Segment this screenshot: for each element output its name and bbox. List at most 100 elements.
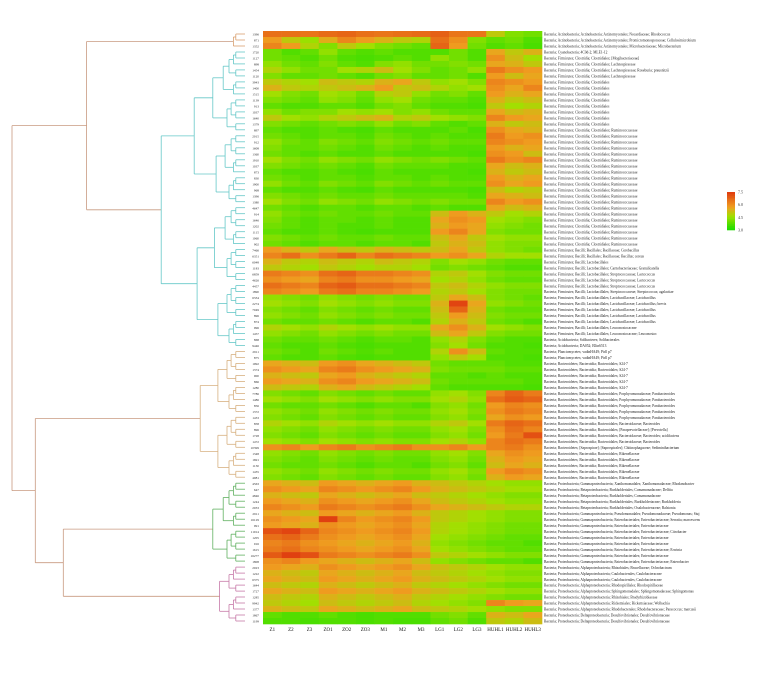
heatmap-cell: [504, 192, 524, 200]
heatmap-cell: [393, 198, 413, 206]
row-id-label: 4626: [252, 278, 259, 282]
heatmap-cell: [374, 174, 394, 182]
row-id-label: 4846: [252, 494, 259, 498]
heatmap-cell: [337, 318, 357, 325]
heatmap-cell: [337, 522, 357, 529]
heatmap-cell: [281, 396, 301, 403]
heatmap-cell: [449, 192, 468, 200]
heatmap-cell: [486, 438, 506, 445]
heatmap-cell: [300, 186, 320, 194]
heatmap-cell: [356, 594, 375, 601]
heatmap-cell: [263, 588, 282, 595]
heatmap-cell: [393, 330, 413, 337]
heatmap-cell: [430, 31, 450, 38]
heatmap-cell: [263, 354, 282, 361]
heatmap-cell: [504, 216, 524, 223]
heatmap-cell: [374, 348, 394, 355]
heatmap-cell: [356, 102, 375, 110]
row-label: Bacteria; Planctomycetes; vadinHA49; Pir…: [544, 356, 612, 360]
heatmap-cell: [449, 582, 468, 589]
heatmap-cell: [449, 588, 468, 595]
heatmap-cell: [430, 408, 450, 415]
heatmap-cell: [486, 192, 506, 200]
heatmap-cell: [504, 390, 524, 397]
heatmap-cell: [300, 402, 320, 409]
heatmap-cell: [411, 576, 431, 583]
heatmap-cell: [300, 546, 320, 553]
heatmap-cell: [263, 192, 282, 200]
row-id-label: 1646: [252, 218, 259, 222]
heatmap-cell: [263, 162, 282, 170]
heatmap-cell: [356, 144, 375, 152]
heatmap-cell: [281, 42, 301, 50]
heatmap-cell: [449, 306, 468, 313]
row-label: Bacteria; Firmicutes; Bacilli; Lactobaci…: [544, 326, 637, 330]
heatmap-cell: [356, 276, 375, 283]
heatmap-cell: [263, 348, 282, 355]
row-label: Bacteria; Bacteroidetes; Bacteroidia; Ba…: [544, 416, 676, 420]
row-label: Bacteria; Firmicutes; Bacilli; Lactobaci…: [544, 260, 609, 264]
heatmap-cell: [430, 390, 450, 397]
heatmap-cell: [430, 618, 450, 625]
column-label: ZO1: [324, 628, 334, 633]
heatmap-cell: [486, 372, 506, 379]
heatmap-cell: [504, 384, 524, 391]
heatmap-cell: [449, 204, 468, 211]
heatmap-cell: [318, 66, 338, 74]
heatmap-cell: [467, 516, 487, 523]
heatmap-cell: [504, 516, 524, 523]
heatmap-cell: [430, 522, 450, 529]
heatmap-cell: [411, 582, 431, 589]
heatmap-cell: [300, 432, 320, 439]
heatmap-cell: [263, 120, 282, 128]
heatmap-cell: [300, 204, 320, 211]
heatmap-cell: [356, 426, 375, 433]
heatmap-cell: [467, 54, 487, 62]
heatmap-cell: [393, 372, 413, 379]
row-id-label: 2911: [252, 350, 259, 354]
heatmap-cell: [523, 150, 543, 158]
heatmap-cell: [393, 390, 413, 397]
heatmap-cell: [281, 150, 301, 158]
heatmap-cell: [300, 594, 320, 601]
heatmap-cell: [356, 444, 375, 451]
row-id-label: 1037: [252, 164, 259, 168]
row-label: Bacteria; Proteobacteria; Alphaproteobac…: [544, 566, 672, 570]
heatmap-cell: [300, 276, 320, 283]
heatmap-cell: [393, 510, 413, 517]
heatmap-cell: [318, 444, 338, 451]
heatmap-cell: [300, 31, 320, 38]
row-label: Bacteria; Firmicutes; Clostridia; Clostr…: [544, 146, 638, 150]
row-label: Bacteria; Firmicutes; Bacilli; Lactobaci…: [544, 314, 656, 318]
heatmap-cell: [281, 48, 301, 56]
heatmap-cell: [318, 234, 338, 241]
row-id-label: 1396: [252, 194, 259, 198]
heatmap-cell: [504, 204, 524, 211]
heatmap-cell: [263, 210, 282, 217]
heatmap-cell: [356, 54, 375, 62]
legend-tick-label: 7.5: [738, 190, 743, 195]
legend-swatch: [727, 224, 735, 227]
heatmap-cell: [300, 282, 320, 289]
heatmap-cell: [523, 258, 543, 265]
heatmap-cell: [430, 606, 450, 613]
row-id-label: 1457: [252, 332, 259, 336]
heatmap-cell: [486, 264, 506, 271]
heatmap-cell: [263, 216, 282, 223]
heatmap-cell: [337, 234, 357, 241]
heatmap-cell: [411, 84, 431, 92]
heatmap-cell: [337, 31, 357, 38]
heatmap-cell: [504, 42, 524, 50]
heatmap-cell: [281, 60, 301, 68]
heatmap-cell: [430, 162, 450, 170]
heatmap-cell: [263, 456, 282, 463]
heatmap-cell: [318, 312, 338, 319]
row-id-label: 1380: [252, 200, 259, 204]
heatmap-cell: [337, 204, 357, 211]
row-id-label: 1867: [252, 614, 259, 618]
heatmap-cell: [374, 534, 394, 541]
heatmap-cell: [263, 504, 282, 511]
heatmap-cell: [430, 354, 450, 361]
heatmap-cell: [393, 192, 413, 200]
heatmap-cell: [430, 348, 450, 355]
